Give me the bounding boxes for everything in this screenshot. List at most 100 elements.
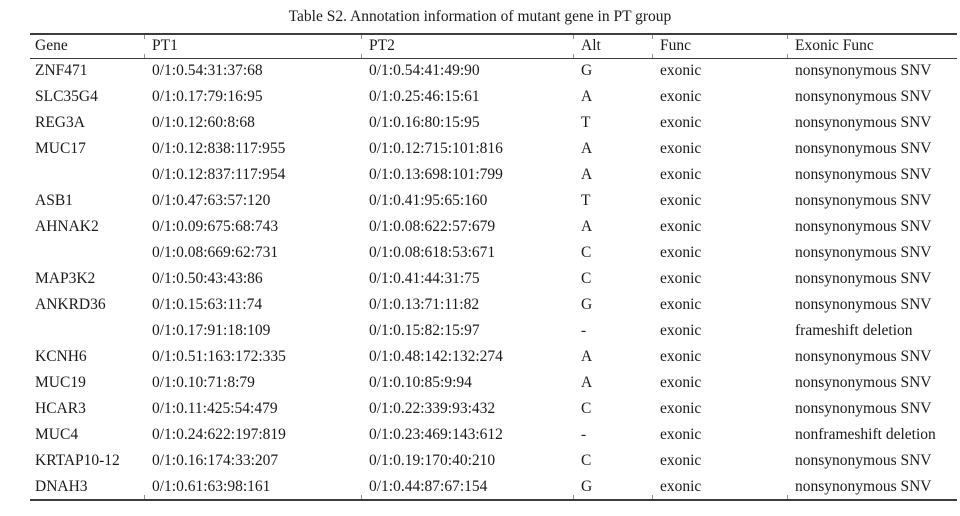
cell-pt1: 0/1:0.12:837:117:954 <box>152 166 286 183</box>
cell-func: exonic <box>660 270 702 287</box>
cell-exonic-func: nonsynonymous SNV <box>795 218 932 235</box>
cell-alt: A <box>581 140 593 157</box>
cell-alt: C <box>581 244 592 261</box>
cell-exonic-func: frameshift deletion <box>795 322 913 339</box>
cell-pt1: 0/1:0.24:622:197:819 <box>152 426 286 443</box>
cell-pt2: 0/1:0.13:698:101:799 <box>369 166 503 183</box>
cell-pt1: 0/1:0.08:669:62:731 <box>152 244 279 261</box>
table-header: Gene PT1 PT2 Alt Func Exonic Func <box>30 33 957 59</box>
cell-alt: T <box>581 192 591 209</box>
cell-exonic-func: nonsynonymous SNV <box>795 452 932 469</box>
cell-func: exonic <box>660 400 702 417</box>
cell-pt1: 0/1:0.16:174:33:207 <box>152 452 279 469</box>
cell-gene: MUC4 <box>35 426 79 443</box>
cell-pt2: 0/1:0.12:715:101:816 <box>369 140 503 157</box>
table-row: MUC4 0/1:0.24:622:197:819 0/1:0.23:469:1… <box>30 422 957 448</box>
cell-alt: - <box>581 426 587 443</box>
cell-func: exonic <box>660 426 702 443</box>
cell-exonic-func: nonsynonymous SNV <box>795 166 932 183</box>
cell-gene <box>30 162 144 188</box>
cell-alt: A <box>581 166 593 183</box>
table-row: ASB1 0/1:0.47:63:57:120 0/1:0.41:95:65:1… <box>30 188 957 214</box>
cell-pt1: 0/1:0.17:91:18:109 <box>152 322 271 339</box>
cell-pt2: 0/1:0.25:46:15:61 <box>369 88 480 105</box>
table-row: KCNH6 0/1:0.51:163:172:335 0/1:0.48:142:… <box>30 344 957 370</box>
cell-func: exonic <box>660 348 702 365</box>
cell-pt1: 0/1:0.47:63:57:120 <box>152 192 271 209</box>
cell-alt: T <box>581 114 591 131</box>
table-row: 0/1:0.17:91:18:109 0/1:0.15:82:15:97 - e… <box>30 318 957 344</box>
header-func: Func <box>652 33 787 59</box>
cell-alt: G <box>581 62 593 80</box>
cell-pt2: 0/1:0.22:339:93:432 <box>369 400 496 417</box>
table-row: 0/1:0.12:837:117:954 0/1:0.13:698:101:79… <box>30 162 957 188</box>
cell-func: exonic <box>660 322 702 339</box>
cell-exonic-func: nonsynonymous SNV <box>795 114 932 131</box>
cell-exonic-func: nonframeshift deletion <box>795 426 936 443</box>
table-row: SLC35G4 0/1:0.17:79:16:95 0/1:0.25:46:15… <box>30 84 957 110</box>
table-row: ZNF471 0/1:0.54:31:37:68 0/1:0.54:41:49:… <box>30 58 957 84</box>
table-row: DNAH3 0/1:0.61:63:98:161 0/1:0.44:87:67:… <box>30 474 957 501</box>
cell-pt2: 0/1:0.44:87:67:154 <box>361 474 573 501</box>
header-row: Gene PT1 PT2 Alt Func Exonic Func <box>30 33 957 59</box>
cell-func: exonic <box>660 140 702 157</box>
cell-exonic-func: nonsynonymous SNV <box>795 400 932 417</box>
cell-pt1: 0/1:0.17:79:16:95 <box>152 88 263 105</box>
cell-gene: KCNH6 <box>35 348 87 365</box>
cell-exonic-func: nonsynonymous SNV <box>795 88 932 105</box>
cell-func: exonic <box>660 114 702 131</box>
cell-gene: MUC17 <box>35 140 86 157</box>
header-gene: Gene <box>30 33 144 59</box>
cell-pt2: 0/1:0.08:618:53:671 <box>369 244 496 261</box>
cell-gene: ASB1 <box>35 192 73 209</box>
cell-alt: C <box>581 400 592 417</box>
cell-exonic-func: nonsynonymous SNV <box>795 374 932 391</box>
table-body: ZNF471 0/1:0.54:31:37:68 0/1:0.54:41:49:… <box>30 58 957 501</box>
cell-gene: MAP3K2 <box>35 270 96 287</box>
cell-pt2: 0/1:0.19:170:40:210 <box>369 452 496 469</box>
cell-alt: G <box>581 296 593 313</box>
cell-pt1: 0/1:0.61:63:98:161 <box>144 474 361 501</box>
cell-gene: HCAR3 <box>35 400 86 417</box>
cell-pt2: 0/1:0.54:41:49:90 <box>369 62 480 80</box>
table-row: MAP3K2 0/1:0.50:43:43:86 0/1:0.41:44:31:… <box>30 266 957 292</box>
cell-alt: A <box>581 348 593 365</box>
cell-gene: MUC19 <box>35 374 86 391</box>
cell-exonic-func: nonsynonymous SNV <box>795 192 932 209</box>
table-row: ANKRD36 0/1:0.15:63:11:74 0/1:0.13:71:11… <box>30 292 957 318</box>
cell-gene: AHNAK2 <box>35 218 99 235</box>
cell-alt: - <box>581 322 587 339</box>
cell-alt: A <box>581 218 593 235</box>
cell-func: exonic <box>660 88 702 105</box>
cell-pt1: 0/1:0.50:43:43:86 <box>152 270 263 287</box>
cell-gene: SLC35G4 <box>35 88 98 105</box>
cell-gene: DNAH3 <box>30 474 144 501</box>
cell-alt: C <box>581 270 592 287</box>
cell-func: exonic <box>660 192 702 209</box>
table-row: AHNAK2 0/1:0.09:675:68:743 0/1:0.08:622:… <box>30 214 957 240</box>
cell-gene: REG3A <box>35 114 85 131</box>
cell-alt: G <box>573 474 652 501</box>
cell-exonic-func: nonsynonymous SNV <box>795 270 932 287</box>
cell-pt1: 0/1:0.09:675:68:743 <box>152 218 279 235</box>
header-pt1: PT1 <box>144 33 361 59</box>
cell-pt2: 0/1:0.41:95:65:160 <box>369 192 488 209</box>
table-row: REG3A 0/1:0.12:60:8:68 0/1:0.16:80:15:95… <box>30 110 957 136</box>
table-row: HCAR3 0/1:0.11:425:54:479 0/1:0.22:339:9… <box>30 396 957 422</box>
header-pt2: PT2 <box>361 33 573 59</box>
cell-exonic-func: nonsynonymous SNV <box>795 140 932 157</box>
table-row: 0/1:0.08:669:62:731 0/1:0.08:618:53:671 … <box>30 240 957 266</box>
cell-pt1: 0/1:0.11:425:54:479 <box>152 400 278 417</box>
cell-exonic-func: nonsynonymous SNV <box>787 474 957 501</box>
cell-func: exonic <box>660 374 702 391</box>
cell-gene <box>30 240 144 266</box>
header-exonic-func: Exonic Func <box>787 33 957 59</box>
table-row: KRTAP10-12 0/1:0.16:174:33:207 0/1:0.19:… <box>30 448 957 474</box>
cell-pt2: 0/1:0.15:82:15:97 <box>369 322 480 339</box>
cell-pt1: 0/1:0.54:31:37:68 <box>152 62 263 80</box>
cell-pt1: 0/1:0.51:163:172:335 <box>152 348 286 365</box>
cell-exonic-func: nonsynonymous SNV <box>795 62 932 80</box>
cell-func: exonic <box>660 166 702 183</box>
cell-func: exonic <box>660 218 702 235</box>
